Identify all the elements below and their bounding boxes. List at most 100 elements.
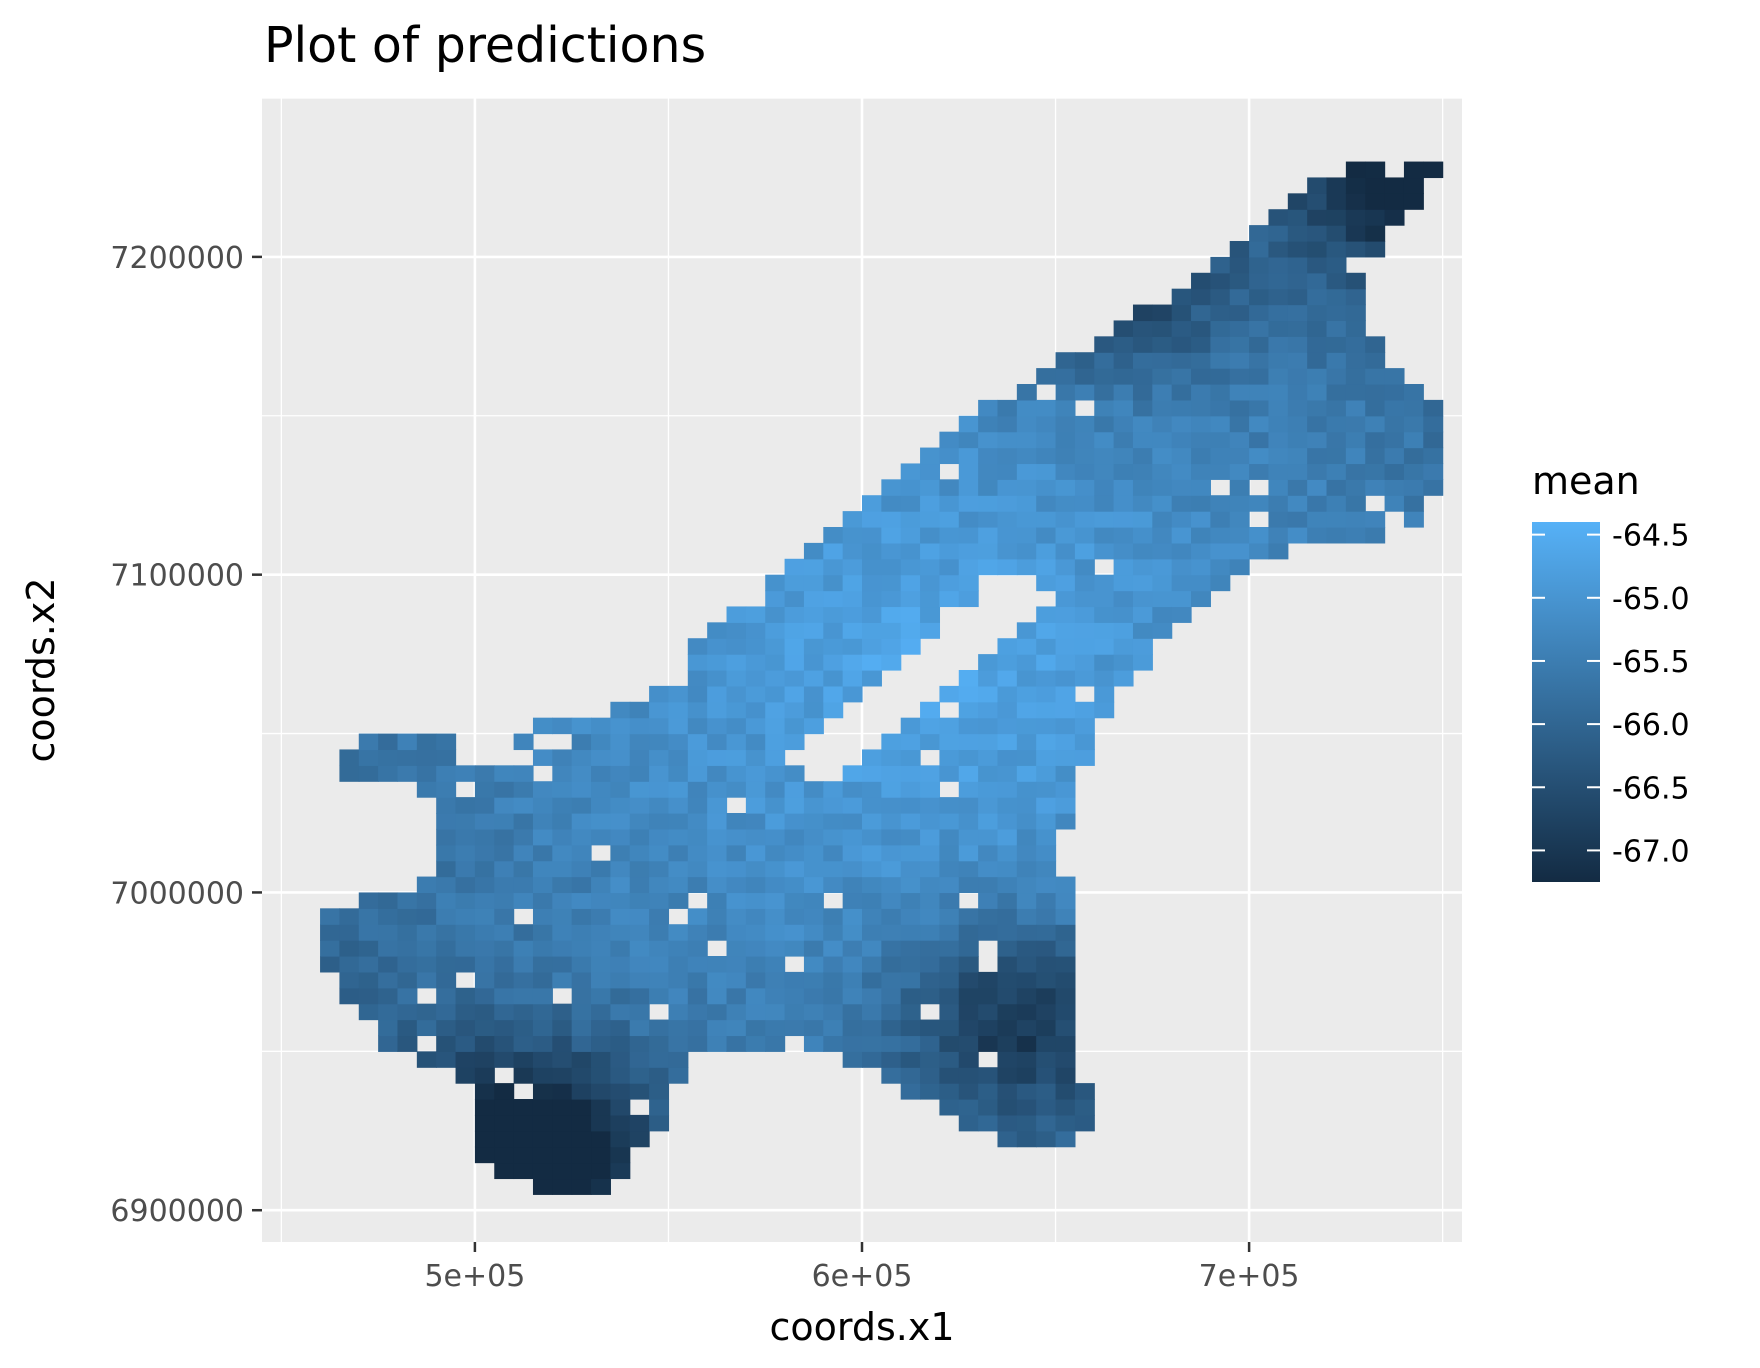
heatmap-cell — [552, 940, 573, 957]
heatmap-cell — [997, 1099, 1018, 1116]
heatmap-cell — [649, 733, 670, 751]
heatmap-cell — [1016, 971, 1037, 989]
heatmap-cell — [862, 987, 882, 1005]
heatmap-cell — [436, 940, 457, 957]
heatmap-cell — [900, 892, 921, 909]
heatmap-cell — [358, 733, 379, 751]
heatmap-cell — [726, 813, 747, 830]
heatmap-cell — [745, 685, 766, 703]
heatmap-cell — [1229, 495, 1250, 512]
heatmap-cell — [1074, 638, 1095, 655]
heatmap-cell — [1055, 765, 1076, 782]
heatmap-cell — [629, 924, 650, 941]
heatmap-cell — [474, 781, 495, 798]
heatmap-cell — [649, 924, 670, 941]
heatmap-cell — [784, 797, 805, 814]
heatmap-cell — [997, 1003, 1018, 1021]
heatmap-cell — [610, 701, 631, 719]
heatmap-cell — [1055, 542, 1076, 560]
heatmap-cell — [842, 590, 863, 608]
heatmap-cell — [765, 892, 786, 909]
heatmap-cell — [1345, 161, 1366, 179]
heatmap-cell — [784, 685, 805, 703]
heatmap-cell — [997, 971, 1018, 989]
heatmap-cell — [1345, 225, 1366, 242]
heatmap-cell — [1326, 495, 1347, 512]
heatmap-cell — [862, 574, 882, 592]
heatmap-cell — [532, 940, 553, 957]
legend-colorbar — [1532, 522, 1600, 882]
heatmap-cell — [1229, 431, 1250, 449]
heatmap-cell — [1113, 527, 1134, 544]
heatmap-cell — [591, 828, 611, 846]
heatmap-cell — [1055, 1035, 1076, 1052]
heatmap-cell — [397, 908, 418, 925]
heatmap-cell — [707, 860, 728, 878]
heatmap-cell — [1171, 495, 1192, 512]
heatmap-cell — [610, 733, 631, 751]
heatmap-cell — [881, 956, 902, 973]
heatmap-cell — [1036, 1099, 1057, 1116]
heatmap-cell — [1229, 479, 1250, 496]
heatmap-cell — [1016, 654, 1037, 671]
heatmap-cell — [571, 940, 592, 957]
heatmap-cell — [1403, 495, 1424, 512]
heatmap-cell — [745, 733, 766, 751]
heatmap-cell — [1307, 272, 1328, 290]
heatmap-cell — [1036, 542, 1057, 560]
heatmap-cell — [1016, 876, 1037, 894]
heatmap-cell — [668, 971, 689, 989]
heatmap-cell — [803, 956, 824, 973]
heatmap-cell — [1268, 225, 1289, 242]
heatmap-cell — [436, 1051, 457, 1068]
heatmap-cell — [1191, 574, 1211, 592]
heatmap-cell — [649, 892, 670, 909]
heatmap-cell — [552, 797, 573, 814]
heatmap-cell — [358, 987, 379, 1005]
heatmap-cell — [1229, 399, 1250, 417]
heatmap-cell — [1326, 288, 1347, 306]
heatmap-cell — [1345, 399, 1366, 417]
heatmap-cell — [1384, 415, 1405, 433]
heatmap-cell — [1036, 860, 1057, 878]
heatmap-cell — [1345, 415, 1366, 433]
heatmap-cell — [610, 1162, 631, 1180]
heatmap-cell — [1345, 241, 1366, 258]
heatmap-cell — [1171, 352, 1192, 369]
heatmap-cell — [920, 813, 941, 830]
heatmap-cell — [1191, 384, 1211, 401]
heatmap-cell — [997, 924, 1018, 941]
heatmap-cell — [494, 971, 515, 989]
heatmap-cell — [494, 1051, 515, 1068]
heatmap-cell — [687, 797, 708, 814]
heatmap-cell — [1287, 209, 1308, 226]
heatmap-cell — [881, 987, 902, 1005]
heatmap-cell — [1191, 542, 1211, 560]
heatmap-cell — [1113, 320, 1134, 337]
heatmap-cell — [1384, 209, 1405, 226]
heatmap-cell — [532, 1083, 553, 1100]
heatmap-cell — [997, 844, 1018, 862]
heatmap-cell — [532, 797, 553, 814]
heatmap-cell — [494, 987, 515, 1005]
heatmap-cell — [668, 733, 689, 751]
heatmap-cell — [378, 892, 399, 909]
heatmap-cell — [1016, 431, 1037, 449]
heatmap-cell — [726, 876, 747, 894]
heatmap-cell — [1403, 415, 1424, 433]
heatmap-cell — [958, 1067, 979, 1084]
heatmap-cell — [997, 876, 1018, 894]
heatmap-cell — [668, 892, 689, 909]
heatmap-cell — [668, 924, 689, 941]
heatmap-cell — [455, 860, 476, 878]
heatmap-cell — [842, 622, 863, 639]
heatmap-cell — [1074, 701, 1095, 719]
heatmap-cell — [726, 749, 747, 766]
heatmap-cell — [1229, 415, 1250, 433]
heatmap-cell — [494, 1019, 515, 1037]
heatmap-cell — [629, 749, 650, 766]
color-legend: mean -64.5 -65.0 -65.5 -66.0 -66.5 -67.0 — [1532, 459, 1690, 882]
heatmap-cell — [455, 1019, 476, 1037]
heatmap-cell — [1113, 590, 1134, 608]
heatmap-cell — [1403, 384, 1424, 401]
